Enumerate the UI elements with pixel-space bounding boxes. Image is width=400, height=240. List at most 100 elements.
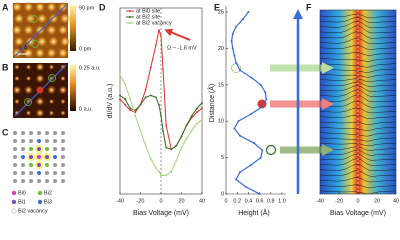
colorbar-max: 0.25 a.u. [79,65,101,71]
arrow-head [322,98,334,110]
point [139,103,142,106]
atom-spot [23,47,34,59]
dos-spot [60,110,66,116]
point [175,144,178,147]
point [231,47,234,50]
atom-spot [36,36,48,47]
lattice-atom [21,147,25,151]
y-tick-label: 25 [218,9,224,15]
x-tick-label: 0.4 [245,198,253,204]
site-marker [31,40,39,48]
x-tick-label: 20 [374,198,380,204]
waterfall-curve [319,17,397,23]
lattice-atom [53,155,57,159]
dos-spot [60,98,66,105]
panel-label: E [214,2,220,12]
atom-spot [46,24,57,36]
lattice-atom [29,171,33,175]
lattice-atom [61,147,65,151]
didv-map-image [12,62,68,118]
panel-label: B [2,62,9,72]
colorbar-max: 90 pm [79,5,95,11]
legend-marker [129,10,131,12]
legend-marker [11,199,17,205]
x-tick-label: 20 [178,198,184,204]
point [162,68,164,71]
dos-spot [35,108,45,118]
y-axis-label: dI/dV (a.u.) [107,84,114,119]
x-tick-label: -20 [137,198,145,204]
point [129,98,132,101]
point [261,105,264,108]
atom-spot [57,47,69,59]
point [237,120,240,123]
point [129,109,132,112]
point [231,32,234,35]
point [124,98,127,101]
point [180,135,183,138]
page: { "panel_labels": ["A", "B", "C", "D", "… [2,1,400,217]
point [239,134,241,137]
point [144,88,147,91]
bi0-marker [257,99,267,109]
point [250,112,253,115]
lattice-atom [21,155,25,159]
site-marker [30,15,38,23]
point [124,103,127,106]
legend-marker [11,190,17,196]
atom-spot [34,24,46,36]
point [185,124,188,127]
dos-spot [48,64,55,70]
x-axis-label: Bias Voltage (mV) [330,210,386,217]
waterfall-curve [319,184,397,189]
dos-spot [60,64,66,70]
lattice-atom [37,163,41,167]
annotation: Ω ~ -1.8 mV [167,45,197,51]
point [190,114,193,117]
lattice-atom [53,139,57,143]
x-tick-label: -40 [116,198,124,204]
lattice-atom [45,147,49,151]
lattice-atom [53,163,57,167]
point [235,25,238,28]
lattice-atom [13,163,17,167]
dos-spot [14,75,20,82]
point [170,170,173,173]
point [201,107,203,110]
dos-spot [58,85,68,95]
arrow-head [322,144,334,156]
x-tick-label: 0.2 [233,198,241,204]
waterfall-curve [319,127,397,131]
panel-label: C [2,127,9,137]
lattice-atom [37,171,41,175]
waterfall-curve [319,100,397,108]
x-tick-label: -20 [335,198,343,204]
colorbar [70,5,76,51]
point [139,129,142,132]
point [195,107,198,110]
waterfall-curve [319,85,397,92]
waterfall-curve [319,52,397,56]
lattice-atom [53,179,57,183]
lattice-atom [53,171,57,175]
y-tick-label: 10 [218,119,224,125]
point [239,69,241,72]
arrow-head [322,62,334,74]
lattice-atom [29,155,33,159]
point [258,193,261,195]
x-tick-label: 40 [199,198,205,204]
x-tick-label: 0.8 [267,198,275,204]
colorbar [70,65,76,111]
lattice-atom [37,155,41,159]
lattice-atom [53,147,57,151]
lattice-atom [37,147,41,151]
point [265,98,268,101]
point [119,98,121,101]
point [241,18,244,21]
point [149,157,152,160]
point [162,129,164,132]
atom-spot [57,1,69,13]
lattice-atom [45,131,49,135]
line-cut [14,4,67,57]
panel-label: D [99,2,106,12]
